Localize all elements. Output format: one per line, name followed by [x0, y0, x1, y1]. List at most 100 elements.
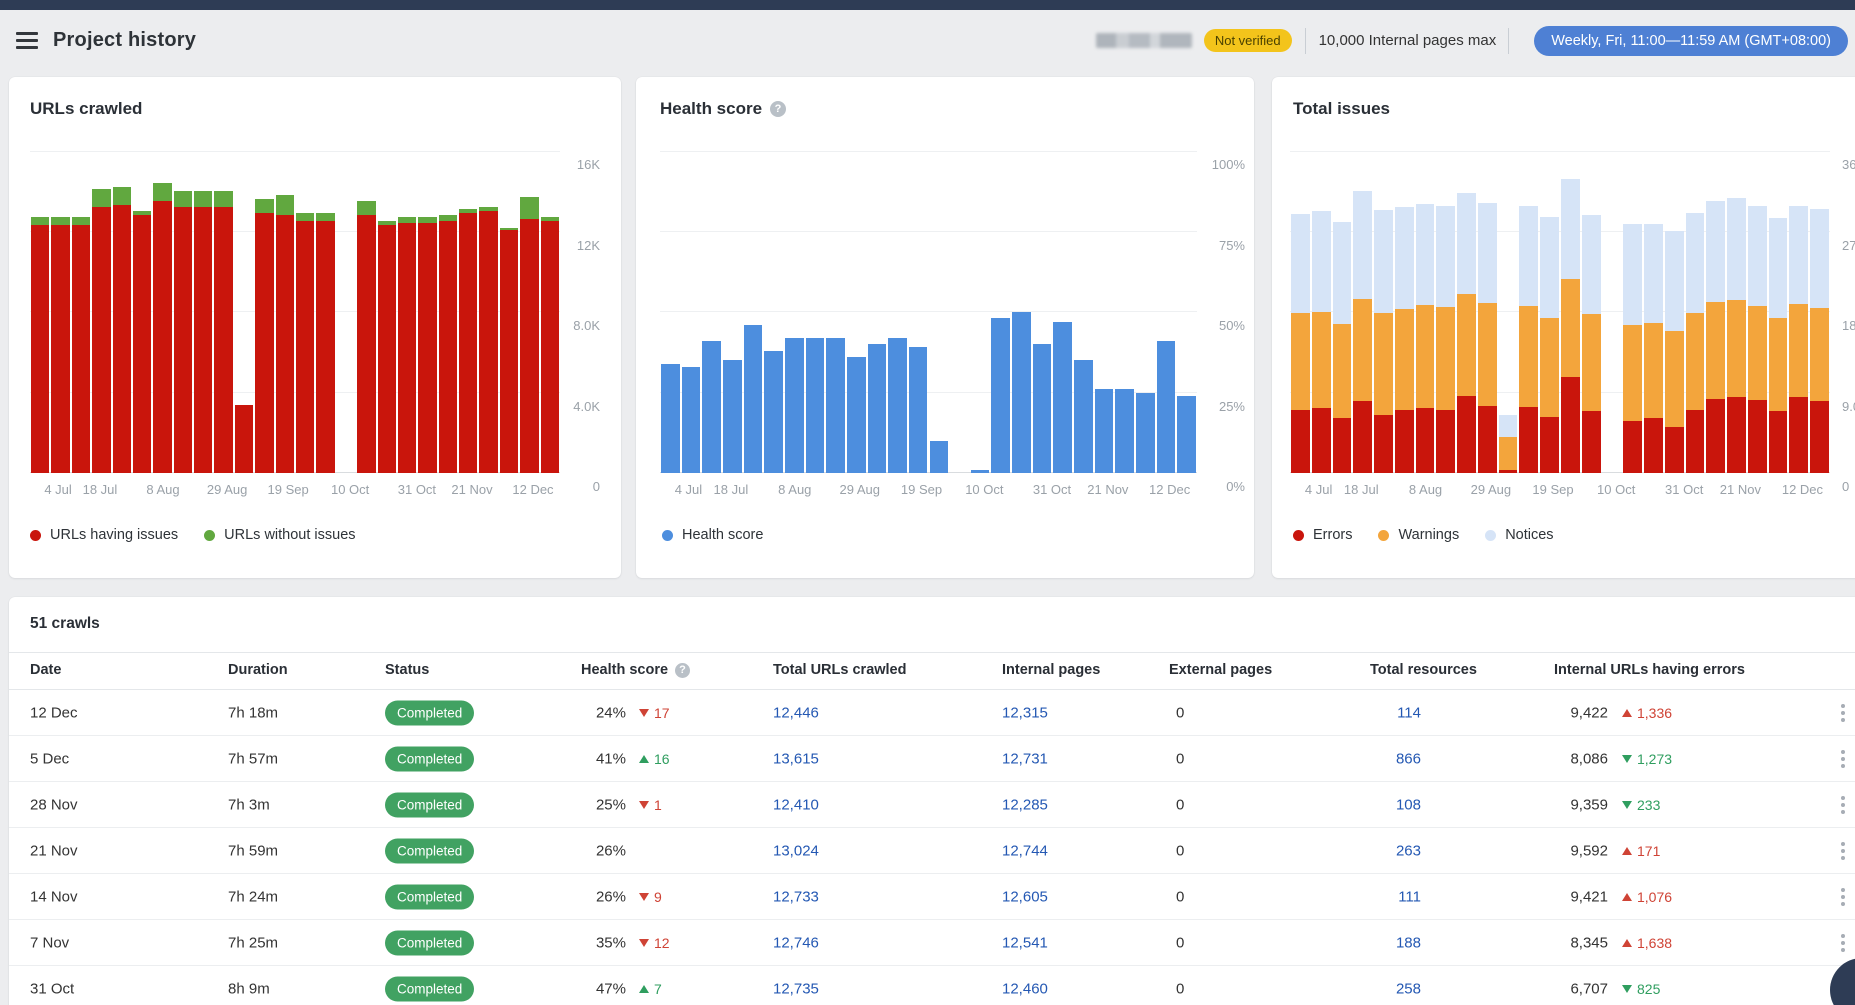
- row-actions-kebab-icon[interactable]: [1841, 704, 1845, 722]
- bar[interactable]: [1033, 344, 1052, 473]
- bar[interactable]: [1623, 224, 1642, 473]
- row-actions-kebab-icon[interactable]: [1841, 750, 1845, 768]
- internal-pages-link[interactable]: 12,541: [1002, 934, 1048, 951]
- not-verified-badge[interactable]: Not verified: [1204, 29, 1292, 52]
- bar[interactable]: [1748, 206, 1767, 473]
- total-resources-link[interactable]: 108: [1341, 796, 1421, 813]
- bar[interactable]: [255, 199, 273, 473]
- bar[interactable]: [31, 217, 49, 473]
- bar[interactable]: [1053, 322, 1072, 473]
- bar[interactable]: [1561, 179, 1580, 473]
- bar[interactable]: [1291, 214, 1310, 473]
- bar[interactable]: [744, 325, 763, 473]
- total-urls-link[interactable]: 12,733: [773, 888, 819, 905]
- bar[interactable]: [806, 338, 825, 473]
- bar[interactable]: [1519, 206, 1538, 473]
- bar[interactable]: [1395, 207, 1414, 473]
- bar[interactable]: [1706, 201, 1725, 473]
- internal-pages-link[interactable]: 12,605: [1002, 888, 1048, 905]
- bar[interactable]: [1115, 389, 1134, 473]
- bar[interactable]: [1665, 231, 1684, 473]
- bar[interactable]: [1333, 222, 1352, 473]
- bar[interactable]: [1644, 224, 1663, 473]
- bar[interactable]: [1686, 213, 1705, 473]
- total-urls-link[interactable]: 12,746: [773, 934, 819, 951]
- bar[interactable]: [357, 201, 375, 473]
- bar[interactable]: [1312, 211, 1331, 473]
- bar[interactable]: [1810, 209, 1829, 473]
- bar[interactable]: [1157, 341, 1176, 473]
- bar[interactable]: [1177, 396, 1196, 473]
- legend-item[interactable]: URLs having issues: [30, 527, 178, 543]
- row-actions-kebab-icon[interactable]: [1841, 934, 1845, 952]
- bar[interactable]: [194, 191, 212, 473]
- bar[interactable]: [1769, 218, 1788, 473]
- total-resources-link[interactable]: 866: [1341, 750, 1421, 767]
- legend-item[interactable]: Warnings: [1378, 527, 1459, 543]
- bar[interactable]: [991, 318, 1010, 473]
- bar[interactable]: [1789, 206, 1808, 473]
- bar[interactable]: [1727, 198, 1746, 473]
- bar[interactable]: [909, 347, 928, 473]
- legend-item[interactable]: Notices: [1485, 527, 1553, 543]
- row-actions-kebab-icon[interactable]: [1841, 796, 1845, 814]
- bar[interactable]: [541, 217, 559, 473]
- bar[interactable]: [378, 221, 396, 473]
- bar[interactable]: [1095, 389, 1114, 473]
- total-urls-link[interactable]: 12,446: [773, 704, 819, 721]
- total-resources-link[interactable]: 188: [1341, 934, 1421, 951]
- menu-icon[interactable]: [16, 32, 38, 49]
- internal-pages-link[interactable]: 12,315: [1002, 704, 1048, 721]
- bar[interactable]: [1582, 215, 1601, 473]
- bar[interactable]: [826, 338, 845, 473]
- row-actions-kebab-icon[interactable]: [1841, 888, 1845, 906]
- bar[interactable]: [214, 191, 232, 473]
- total-resources-link[interactable]: 263: [1341, 842, 1421, 859]
- total-resources-link[interactable]: 114: [1341, 704, 1421, 721]
- bar[interactable]: [1012, 312, 1031, 473]
- crawl-schedule-button[interactable]: Weekly, Fri, 11:00—11:59 AM (GMT+08:00): [1534, 26, 1848, 56]
- bar[interactable]: [520, 197, 538, 473]
- bar[interactable]: [113, 187, 131, 473]
- row-actions-kebab-icon[interactable]: [1841, 842, 1845, 860]
- bar[interactable]: [682, 367, 701, 473]
- help-icon[interactable]: ?: [770, 101, 786, 117]
- bar[interactable]: [133, 211, 151, 473]
- bar[interactable]: [888, 338, 907, 473]
- bar[interactable]: [1374, 210, 1393, 473]
- bar[interactable]: [847, 357, 866, 473]
- total-urls-link[interactable]: 13,024: [773, 842, 819, 859]
- bar[interactable]: [1478, 203, 1497, 473]
- bar[interactable]: [51, 217, 69, 473]
- bar[interactable]: [661, 364, 680, 473]
- bar[interactable]: [1540, 217, 1559, 473]
- bar[interactable]: [500, 228, 518, 474]
- bar[interactable]: [459, 209, 477, 473]
- bar[interactable]: [723, 360, 742, 473]
- bar[interactable]: [1457, 193, 1476, 473]
- bar[interactable]: [785, 338, 804, 473]
- bar[interactable]: [316, 213, 334, 473]
- total-resources-link[interactable]: 258: [1341, 980, 1421, 997]
- bar[interactable]: [296, 213, 314, 473]
- total-resources-link[interactable]: 111: [1341, 888, 1421, 905]
- bar[interactable]: [153, 183, 171, 473]
- internal-pages-link[interactable]: 12,285: [1002, 796, 1048, 813]
- bar[interactable]: [1416, 204, 1435, 473]
- legend-item[interactable]: URLs without issues: [204, 527, 355, 543]
- bar[interactable]: [418, 217, 436, 473]
- legend-item[interactable]: Health score: [662, 527, 763, 543]
- bar[interactable]: [92, 189, 110, 473]
- total-urls-link[interactable]: 13,615: [773, 750, 819, 767]
- bar[interactable]: [764, 351, 783, 473]
- internal-pages-link[interactable]: 12,731: [1002, 750, 1048, 767]
- bar[interactable]: [479, 207, 497, 473]
- help-icon[interactable]: ?: [675, 663, 690, 678]
- bar[interactable]: [1136, 393, 1155, 474]
- bar[interactable]: [1436, 206, 1455, 473]
- bar[interactable]: [439, 215, 457, 473]
- legend-item[interactable]: Errors: [1293, 527, 1352, 543]
- bar[interactable]: [276, 195, 294, 473]
- bar[interactable]: [174, 191, 192, 473]
- internal-pages-link[interactable]: 12,744: [1002, 842, 1048, 859]
